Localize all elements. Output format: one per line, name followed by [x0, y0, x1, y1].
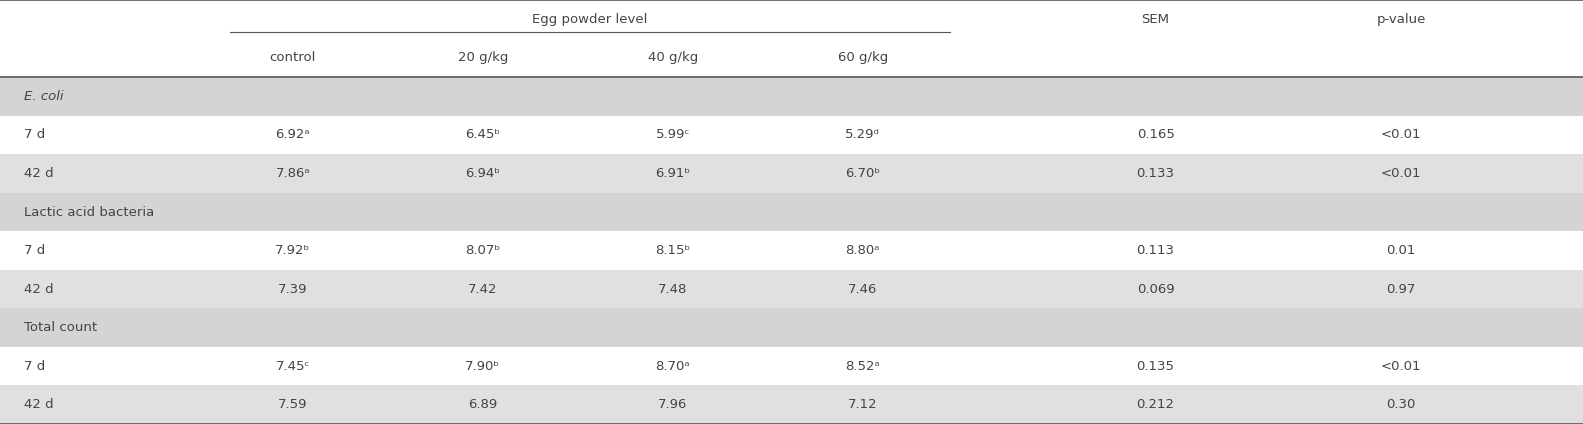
Text: 6.89: 6.89	[469, 398, 497, 411]
Text: 7.48: 7.48	[659, 282, 687, 296]
Text: 6.92ᵃ: 6.92ᵃ	[275, 128, 310, 142]
Bar	[0, 270, 1583, 308]
Text: 0.212: 0.212	[1137, 398, 1175, 411]
Text: <0.01: <0.01	[1380, 167, 1422, 180]
Bar	[0, 154, 1583, 193]
Text: 20 g/kg: 20 g/kg	[457, 51, 508, 64]
Text: <0.01: <0.01	[1380, 360, 1422, 373]
Text: 7.90ᵇ: 7.90ᵇ	[465, 360, 500, 373]
Text: Lactic acid bacteria: Lactic acid bacteria	[24, 206, 154, 218]
Text: 7.96: 7.96	[659, 398, 687, 411]
Text: SEM: SEM	[1141, 13, 1170, 26]
Text: 0.165: 0.165	[1137, 128, 1175, 142]
Bar	[0, 116, 1583, 154]
Text: 0.01: 0.01	[1387, 244, 1415, 257]
Text: 6.94ᵇ: 6.94ᵇ	[465, 167, 500, 180]
Bar	[0, 77, 1583, 116]
Text: 40 g/kg: 40 g/kg	[647, 51, 698, 64]
Text: 7.46: 7.46	[848, 282, 877, 296]
Text: 7.42: 7.42	[469, 282, 497, 296]
Text: 7 d: 7 d	[24, 360, 44, 373]
Text: 7.59: 7.59	[279, 398, 307, 411]
Text: E. coli: E. coli	[24, 90, 63, 103]
Text: 7 d: 7 d	[24, 128, 44, 142]
Text: p-value: p-value	[1376, 13, 1426, 26]
Text: 7.12: 7.12	[848, 398, 877, 411]
Text: 8.07ᵇ: 8.07ᵇ	[465, 244, 500, 257]
Text: 0.113: 0.113	[1137, 244, 1175, 257]
Text: 7.45ᶜ: 7.45ᶜ	[275, 360, 310, 373]
Bar	[0, 193, 1583, 231]
Text: 0.133: 0.133	[1137, 167, 1175, 180]
Text: 8.15ᵇ: 8.15ᵇ	[655, 244, 690, 257]
Text: 0.97: 0.97	[1387, 282, 1415, 296]
Text: 8.80ᵃ: 8.80ᵃ	[845, 244, 880, 257]
Text: 7 d: 7 d	[24, 244, 44, 257]
Text: 6.45ᵇ: 6.45ᵇ	[465, 128, 500, 142]
Text: 6.91ᵇ: 6.91ᵇ	[655, 167, 690, 180]
Bar	[0, 347, 1583, 385]
Text: 60 g/kg: 60 g/kg	[837, 51, 888, 64]
Text: 8.52ᵃ: 8.52ᵃ	[845, 360, 880, 373]
Text: <0.01: <0.01	[1380, 128, 1422, 142]
Text: 0.069: 0.069	[1137, 282, 1175, 296]
Text: 0.135: 0.135	[1137, 360, 1175, 373]
Bar	[0, 308, 1583, 347]
Text: Total count: Total count	[24, 321, 97, 334]
Text: 42 d: 42 d	[24, 167, 54, 180]
Text: 5.99ᶜ: 5.99ᶜ	[655, 128, 690, 142]
Bar	[0, 231, 1583, 270]
Text: 7.92ᵇ: 7.92ᵇ	[275, 244, 310, 257]
Bar	[0, 385, 1583, 424]
Text: 5.29ᵈ: 5.29ᵈ	[845, 128, 880, 142]
Text: 6.70ᵇ: 6.70ᵇ	[845, 167, 880, 180]
Text: control: control	[269, 51, 317, 64]
Bar	[0, 0, 1583, 39]
Text: 42 d: 42 d	[24, 398, 54, 411]
Text: 0.30: 0.30	[1387, 398, 1415, 411]
Text: 8.70ᵃ: 8.70ᵃ	[655, 360, 690, 373]
Bar	[0, 39, 1583, 77]
Text: 7.86ᵃ: 7.86ᵃ	[275, 167, 310, 180]
Text: Egg powder level: Egg powder level	[532, 13, 647, 26]
Text: 7.39: 7.39	[279, 282, 307, 296]
Text: 42 d: 42 d	[24, 282, 54, 296]
